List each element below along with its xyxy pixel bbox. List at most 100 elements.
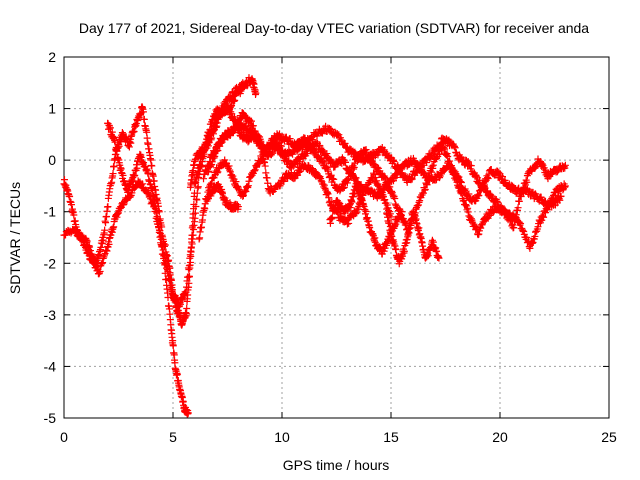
data-point bbox=[251, 127, 259, 135]
data-point bbox=[247, 117, 255, 125]
data-point bbox=[109, 170, 117, 178]
data-point bbox=[444, 152, 452, 160]
data-point bbox=[252, 89, 260, 97]
data-point bbox=[464, 158, 472, 166]
data-point bbox=[345, 219, 353, 227]
data-point bbox=[375, 186, 383, 194]
data-point bbox=[526, 244, 534, 252]
data-point bbox=[381, 196, 389, 204]
data-point bbox=[321, 184, 329, 192]
data-point bbox=[282, 153, 290, 161]
data-point bbox=[133, 164, 141, 172]
data-point bbox=[474, 191, 482, 199]
data-point bbox=[515, 197, 523, 205]
data-point bbox=[512, 211, 520, 219]
data-point bbox=[324, 190, 332, 198]
data-point bbox=[140, 115, 148, 123]
data-point bbox=[560, 163, 568, 171]
data-point bbox=[388, 187, 396, 195]
data-point bbox=[342, 158, 350, 166]
data-point bbox=[323, 150, 331, 158]
data-point bbox=[194, 183, 202, 191]
data-point bbox=[325, 194, 333, 202]
data-point bbox=[435, 254, 443, 262]
data-point bbox=[226, 166, 234, 174]
data-point bbox=[110, 162, 118, 170]
data-point bbox=[237, 115, 245, 123]
data-point bbox=[341, 139, 349, 147]
data-point bbox=[245, 177, 253, 185]
data-point bbox=[510, 216, 518, 224]
data-point bbox=[325, 124, 333, 132]
data-point bbox=[528, 239, 536, 247]
data-point bbox=[447, 162, 455, 170]
data-point bbox=[191, 209, 199, 217]
data-point bbox=[230, 97, 238, 105]
data-point bbox=[498, 173, 506, 181]
data-point bbox=[198, 162, 206, 170]
data-point bbox=[189, 168, 197, 176]
data-point bbox=[456, 182, 464, 190]
data-point bbox=[222, 99, 230, 107]
data-point bbox=[214, 168, 222, 176]
data-point bbox=[340, 184, 348, 192]
data-point bbox=[436, 174, 444, 182]
data-point bbox=[226, 168, 234, 176]
data-point bbox=[113, 147, 121, 155]
data-point bbox=[296, 167, 304, 175]
data-point bbox=[534, 223, 542, 231]
data-point bbox=[370, 188, 378, 196]
data-point bbox=[421, 185, 429, 193]
data-point bbox=[512, 215, 520, 223]
x-tick-label: 5 bbox=[169, 429, 177, 445]
data-point bbox=[462, 201, 470, 209]
data-point bbox=[451, 171, 459, 179]
data-point bbox=[193, 196, 201, 204]
data-point bbox=[510, 224, 518, 232]
data-point bbox=[234, 203, 242, 211]
y-tick-label: 1 bbox=[48, 101, 56, 117]
data-point bbox=[271, 135, 279, 143]
data-point bbox=[320, 181, 328, 189]
data-point bbox=[442, 151, 450, 159]
data-point bbox=[403, 178, 411, 186]
data-point bbox=[350, 165, 358, 173]
x-tick-label: 25 bbox=[601, 429, 617, 445]
data-point bbox=[440, 144, 448, 152]
data-point bbox=[561, 161, 569, 169]
data-point bbox=[232, 178, 240, 186]
data-point bbox=[100, 251, 108, 259]
data-point bbox=[184, 273, 192, 281]
data-point bbox=[313, 138, 321, 146]
y-tick-label: -3 bbox=[44, 307, 57, 323]
data-point bbox=[475, 192, 483, 200]
data-point bbox=[161, 251, 169, 259]
data-point bbox=[365, 152, 373, 160]
data-point bbox=[148, 162, 156, 170]
data-point bbox=[138, 180, 146, 188]
data-point bbox=[204, 168, 212, 176]
data-point bbox=[432, 176, 440, 184]
data-point bbox=[347, 169, 355, 177]
y-tick-label: 2 bbox=[48, 49, 56, 65]
data-point bbox=[311, 168, 319, 176]
x-axis-label: GPS time / hours bbox=[283, 457, 390, 473]
data-point bbox=[328, 175, 336, 183]
data-point bbox=[529, 239, 537, 247]
data-point bbox=[306, 141, 314, 149]
data-point bbox=[343, 179, 351, 187]
data-point bbox=[382, 178, 390, 186]
axis-ticks bbox=[63, 56, 610, 419]
data-point bbox=[381, 173, 389, 181]
data-point bbox=[169, 342, 177, 350]
data-point bbox=[67, 201, 75, 209]
series-sat-i bbox=[326, 180, 406, 258]
data-point bbox=[389, 156, 397, 164]
x-tick-label: 15 bbox=[383, 429, 399, 445]
data-point bbox=[235, 186, 243, 194]
data-point bbox=[330, 175, 338, 183]
data-point bbox=[391, 222, 399, 230]
y-tick-labels: -5 -4 -3 -2 -1 0 1 2 bbox=[44, 49, 57, 426]
data-point bbox=[97, 260, 105, 268]
data-point bbox=[77, 231, 85, 239]
